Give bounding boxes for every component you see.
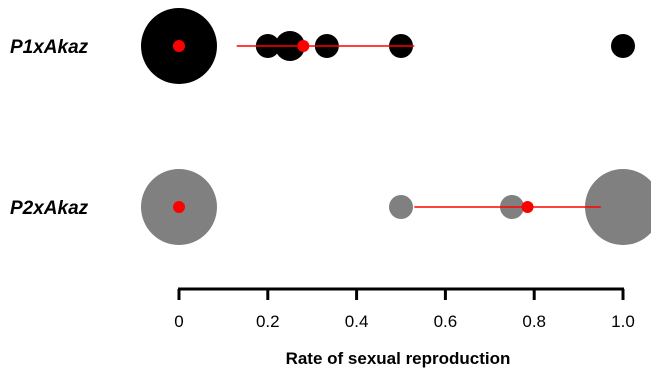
x-tick-label: 1.0 <box>611 312 635 331</box>
mean-point <box>297 40 310 52</box>
mean-point <box>521 201 534 213</box>
series-P2xAkaz: P2xAkaz <box>10 169 651 245</box>
data-point <box>389 195 413 219</box>
x-tick-label: 0.2 <box>256 312 280 331</box>
row-label: P1xAkaz <box>10 37 89 58</box>
x-axis: 0 0.2 0.4 0.6 0.8 1.0 <box>174 287 635 331</box>
data-point <box>611 34 635 58</box>
x-tick-label: 0.6 <box>434 312 458 331</box>
row-label: P2xAkaz <box>10 198 89 219</box>
rows: P1xAkaz P2xAkaz <box>10 8 651 245</box>
mean-point <box>173 40 185 52</box>
series-P1xAkaz: P1xAkaz <box>10 8 635 84</box>
data-point <box>585 169 651 245</box>
x-tick-label: 0.4 <box>345 312 369 331</box>
x-tick-label: 0 <box>174 312 183 331</box>
mean-point <box>173 201 185 213</box>
x-axis-title: Rate of sexual reproduction <box>286 349 511 368</box>
x-tick-label: 0.8 <box>522 312 546 331</box>
x-ticks: 0 0.2 0.4 0.6 0.8 1.0 <box>174 289 635 331</box>
